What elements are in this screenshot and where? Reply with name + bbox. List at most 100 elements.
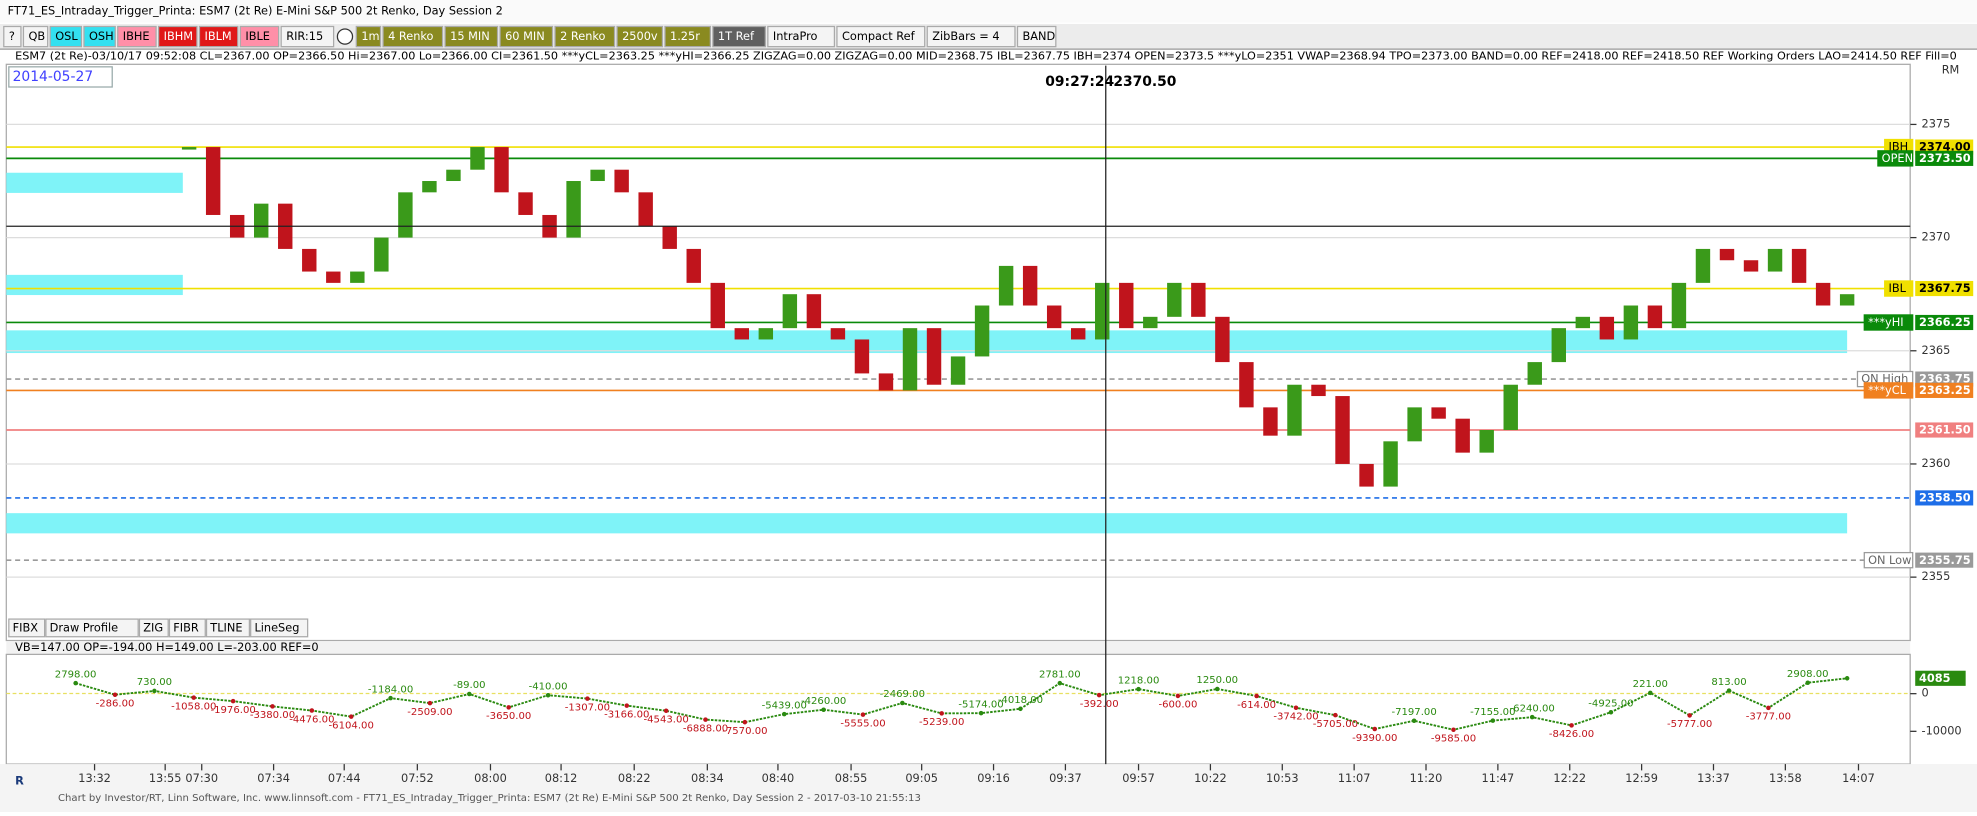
indicator-point [1490, 718, 1496, 723]
indicator-value-label: -1307.00 [565, 702, 610, 713]
level-price: 2374.00 [1919, 140, 1971, 154]
tool-button[interactable] [138, 618, 169, 638]
indicator-value-label: -7570.00 [722, 726, 767, 737]
indicator-point [1608, 709, 1614, 715]
indicator-point [663, 708, 669, 714]
date-label: 2014-05-27 [13, 69, 94, 85]
indicator-point [585, 696, 590, 701]
renko-brick [758, 328, 774, 340]
indicator-value-label: 2781.00 [1039, 669, 1081, 680]
renko-brick [326, 271, 341, 283]
indicator-point [191, 695, 197, 700]
renko-brick [1022, 265, 1038, 306]
tool-button-label: Draw Profile [50, 621, 118, 635]
toolbar-button[interactable] [1016, 25, 1057, 48]
toolbar-button[interactable] [836, 25, 926, 48]
level-name-box [1884, 280, 1914, 297]
toolbar-button[interactable] [355, 25, 382, 48]
x-tick-label: 08:40 [762, 771, 795, 785]
toolbar-button[interactable] [616, 25, 664, 48]
indicator-value-label: -3380.00 [250, 710, 295, 721]
level-name: ***yHI [1868, 315, 1904, 329]
band [6, 274, 183, 296]
y-tick-label: 2370 [1922, 230, 1951, 244]
renko-brick [205, 147, 221, 215]
y-tick-label: 2360 [1922, 456, 1951, 470]
renko-brick [1311, 384, 1326, 397]
renko-brick [1359, 463, 1374, 487]
tool-button[interactable] [168, 618, 206, 638]
indicator-value-label: 813.00 [1711, 677, 1746, 688]
tool-button-label: TLINE [209, 621, 242, 635]
toolbar-button[interactable] [117, 25, 157, 48]
renko-brick [1215, 316, 1230, 363]
renko-brick [494, 147, 509, 193]
renko-brick [1791, 248, 1807, 283]
indicator-point [73, 680, 78, 686]
level-price: 2363.25 [1919, 383, 1971, 397]
indicator-point [1687, 713, 1692, 718]
indicator-point [1096, 692, 1102, 698]
indicator-value-label: -6104.00 [329, 720, 374, 731]
renko-brick [1431, 407, 1446, 419]
x-tick-label: 13:55 [149, 771, 182, 785]
toolbar-button[interactable] [926, 25, 1016, 48]
crosshair-time: 09:27:24 [1045, 74, 1114, 90]
renko-brick [1767, 248, 1783, 272]
level-price-box [1915, 490, 1974, 506]
x-tick-label: 07:52 [401, 771, 434, 785]
indicator-point [545, 692, 551, 698]
renko-brick [1263, 407, 1278, 436]
renko-brick [854, 339, 870, 374]
toolbar-button[interactable] [444, 25, 499, 48]
toolbar-button[interactable] [280, 25, 335, 48]
toolbar-button[interactable] [712, 25, 766, 48]
level-price: 2373.50 [1919, 151, 1971, 165]
indicator-point [900, 700, 905, 706]
tool-button[interactable] [45, 618, 139, 638]
time-axis [0, 764, 1977, 812]
x-tick-label: 12:59 [1625, 771, 1658, 785]
tool-button[interactable] [205, 618, 251, 638]
indicator-point [467, 691, 472, 697]
toolbar-button[interactable] [664, 25, 711, 48]
toolbar-button[interactable] [554, 25, 616, 48]
crosshair-price: 2370.50 [1113, 74, 1176, 90]
toolbar-button[interactable] [767, 25, 836, 48]
toolbar-button-label: IBHM [164, 29, 193, 43]
renko-brick [686, 248, 701, 283]
renko-brick [1143, 316, 1158, 329]
indicator-value-label: -6240.00 [1510, 703, 1555, 714]
toolbar-button[interactable] [499, 25, 554, 48]
renko-brick [1095, 282, 1110, 340]
renko-brick [254, 203, 269, 238]
renko-brick [1167, 282, 1182, 317]
toolbar-button[interactable] [239, 25, 280, 48]
level-price: 2363.75 [1919, 372, 1971, 386]
renko-brick [1695, 248, 1711, 283]
x-tick-label: 09:16 [977, 771, 1010, 785]
toolbar-button[interactable] [22, 25, 49, 48]
toolbar-button[interactable] [83, 25, 116, 48]
toolbar-button[interactable] [3, 25, 22, 48]
renko-brick [1527, 362, 1542, 385]
y-tick-label: 2365 [1922, 343, 1951, 357]
tool-button-label: FIBR [173, 621, 199, 635]
level-price-box [1915, 382, 1974, 398]
tool-button[interactable] [8, 618, 46, 638]
tool-button-label: LineSeg [254, 621, 299, 635]
indicator-point [1726, 688, 1732, 693]
tool-button[interactable] [250, 618, 309, 638]
x-tick-label: 13:37 [1697, 771, 1730, 785]
toolbar-button-label: IBLE [245, 29, 270, 43]
indicator-value-label: 2798.00 [55, 669, 97, 680]
date-box [8, 66, 113, 88]
toolbar-button[interactable] [198, 25, 239, 48]
toolbar-button[interactable] [382, 25, 444, 48]
indicator-value-label: -4476.00 [289, 714, 334, 725]
indicator-value-label: -7197.00 [1391, 707, 1436, 718]
lower-legend-bar [6, 641, 1911, 655]
toolbar-button[interactable] [49, 25, 83, 48]
toolbar-button[interactable] [157, 25, 198, 48]
